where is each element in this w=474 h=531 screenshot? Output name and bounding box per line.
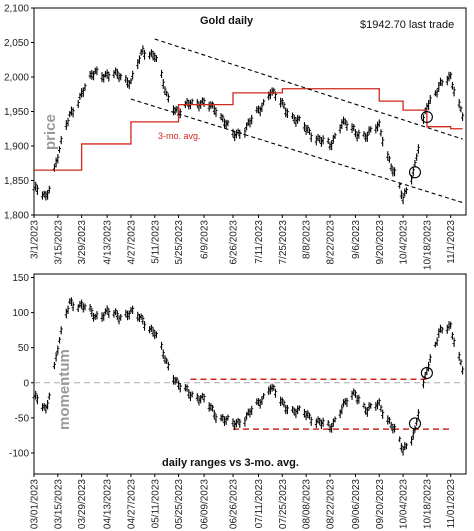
x-tick-label: 03/01/2023 [30,479,41,529]
x-tick-label: 7/25/2023 [278,220,289,265]
x-tick-label: 5/25/2023 [174,220,185,265]
x-tick-label: 05/25/2023 [174,479,185,529]
momentum-panel: momentum daily ranges vs 3-mo. avg. -100… [9,273,467,529]
price-bars [32,45,465,205]
y-tick-label: 2,000 [4,73,29,84]
x-tick-label: 4/27/2023 [126,220,137,265]
x-tick-label: 10/04/2023 [399,479,410,529]
x-tick-label: 04/13/2023 [103,479,114,529]
y-tick-label: 100 [12,308,29,319]
x-tick-label: 3/15/2023 [53,220,64,265]
momentum-bars [32,297,465,456]
x-tick-label: 4/13/2023 [103,220,114,265]
x-tick-label: 6/26/2023 [228,220,239,265]
momentum-plot-frame [33,273,467,475]
x-tick-label: 08/08/2023 [302,479,313,529]
x-tick-label: 06/09/2023 [200,479,211,529]
x-tick-label: 6/9/2023 [200,220,211,259]
x-tick-label: 11/01/2023 [446,479,457,529]
momentum-y-ticks: -100 -50 0 50 100 150 [9,273,34,459]
circle-marker [420,110,433,124]
x-tick-label: 3/29/2023 [77,220,88,265]
x-tick-label: 10/18/2023 [422,479,433,529]
trendline [130,98,463,204]
moving-average-label: 3-mo. avg. [158,131,201,141]
price-circle-markers [408,110,433,179]
price-chart-title: Gold daily [200,15,254,27]
momentum-x-ticks: 03/01/2023 03/15/2023 03/29/2023 04/13/2023… [30,474,457,529]
momentum-reference-lines [190,378,451,430]
x-tick-label: 05/11/2023 [150,479,161,529]
price-trendlines [130,38,463,204]
x-tick-label: 06/26/2023 [228,479,239,529]
x-tick-label: 09/20/2023 [375,479,386,529]
y-tick-label: 1,900 [4,142,29,153]
x-tick-label: 11/1/2023 [446,220,457,264]
y-tick-label: 0 [23,378,29,389]
x-tick-label: 03/29/2023 [77,479,88,529]
momentum-chart-title: daily ranges vs 3-mo. avg. [162,457,299,469]
price-y-ticks: 1,800 1,850 1,900 1,950 2,000 2,050 2,100 [4,4,34,222]
x-tick-label: 09/06/2023 [351,479,362,529]
y-tick-label: 150 [12,273,29,284]
circle-marker [408,417,422,430]
price-x-ticks: 3/1/2023 3/15/2023 3/29/2023 4/13/2023 4/27/… [30,215,457,270]
y-tick-label: 1,850 [4,176,29,187]
x-tick-label: 8/22/2023 [325,220,336,265]
y-tick-label: 50 [18,343,30,354]
last-trade-note: $1942.70 last trade [360,19,454,31]
x-tick-label: 9/20/2023 [375,220,386,265]
x-tick-label: 8/8/2023 [302,220,313,259]
x-tick-label: 07/25/2023 [278,479,289,529]
x-tick-label: 9/6/2023 [351,220,362,259]
y-tick-label: -100 [9,448,29,459]
y-tick-label: 2,050 [4,38,29,49]
price-axis-watermark: price [42,114,59,150]
x-tick-label: 5/11/2023 [150,220,161,264]
y-tick-label: 1,800 [4,211,29,222]
x-tick-label: 3/1/2023 [30,220,41,259]
circle-marker [420,366,433,379]
x-tick-label: 04/27/2023 [126,479,137,529]
momentum-axis-watermark: momentum [56,349,73,430]
momentum-circle-markers [408,366,433,430]
circle-marker [408,166,422,179]
x-tick-label: 03/15/2023 [53,479,64,529]
moving-average-line [34,88,463,171]
y-tick-label: 1,950 [4,107,29,118]
moving-average-path [34,88,463,171]
y-tick-label: 2,100 [4,4,29,15]
x-tick-label: 10/4/2023 [399,220,410,265]
price-panel: price Gold daily $1942.70 last trade 3-m… [4,4,467,270]
x-tick-label: 10/18/2023 [422,220,433,270]
x-tick-label: 7/11/2023 [254,220,265,264]
y-tick-label: -50 [15,413,30,424]
x-tick-label: 08/22/2023 [325,479,336,529]
x-tick-label: 07/11/2023 [254,479,265,529]
trendline [154,38,463,140]
